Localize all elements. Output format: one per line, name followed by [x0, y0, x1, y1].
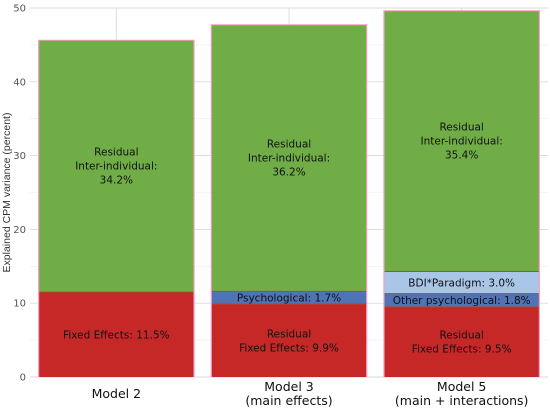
y-tick-label: 0 — [20, 373, 26, 384]
segment-label: Fixed Effects: 11.5% — [63, 329, 169, 341]
segment-label: BDI*Paradigm: 3.0% — [408, 277, 515, 289]
y-tick-label: 40 — [13, 77, 26, 88]
y-tick-label: 20 — [13, 225, 26, 236]
bar-segment — [384, 293, 539, 307]
bar-segment — [211, 25, 367, 292]
y-tick-label: 50 — [13, 4, 26, 15]
x-category-label: Model 3 (main effects) — [245, 379, 332, 408]
segment-label: Residual Inter-individual: 36.2% — [248, 139, 330, 179]
bar-1 — [38, 39, 195, 377]
segment-label: Psychological: 1.7% — [237, 292, 341, 304]
segment-label: Other psychological: 1.8% — [393, 295, 531, 307]
bar-segment — [384, 271, 539, 294]
bar-segment — [39, 40, 194, 293]
y-axis-label: Explained CPM variance (percent) — [1, 113, 13, 273]
bar-3 — [383, 10, 540, 378]
y-tick-label: 30 — [13, 151, 26, 162]
bar-segment — [39, 292, 194, 377]
segment-label: Residual Fixed Effects: 9.5% — [412, 330, 512, 356]
x-category-label: Model 5 (main + interactions) — [395, 379, 529, 408]
bar-segment — [211, 303, 367, 377]
segment-label: Residual Fixed Effects: 9.9% — [239, 328, 339, 354]
x-axis-categories: Model 2 Model 3 (main effects) Model 5 (main… — [92, 379, 529, 408]
bar-segment — [384, 306, 539, 377]
segment-label: Residual Inter-individual: 35.4% — [421, 122, 503, 162]
bars-layer: Fixed Effects: 11.5% Residual Inter-indivi… — [38, 10, 540, 378]
bar-segment — [384, 11, 539, 272]
bar-2 — [210, 24, 368, 378]
segment-label: Residual Inter-individual: 34.2% — [75, 147, 157, 187]
y-axis-ticks: 0 10 20 30 40 50 — [13, 4, 26, 384]
bar-segment — [211, 291, 367, 304]
y-tick-label: 10 — [13, 299, 26, 310]
x-category-label: Model 2 — [92, 386, 141, 401]
